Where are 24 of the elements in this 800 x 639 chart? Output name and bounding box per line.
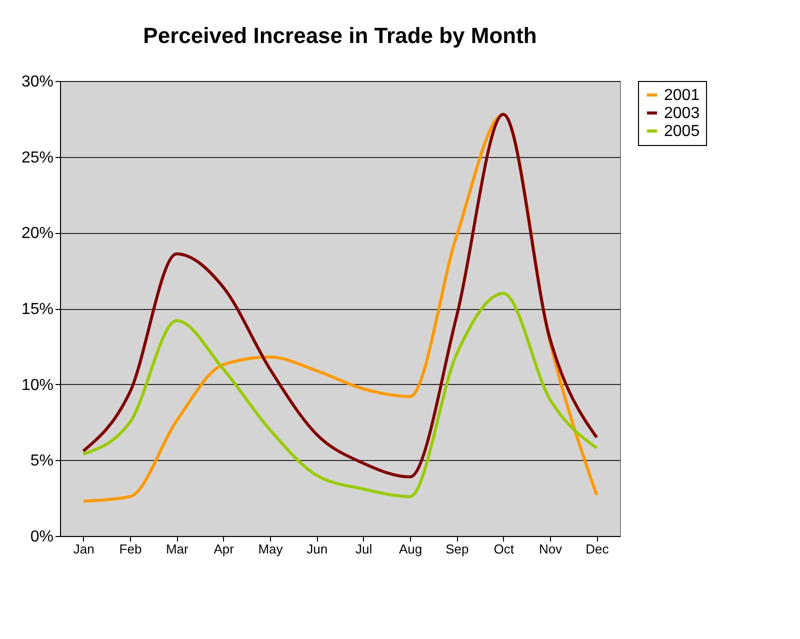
x-tick-label: May — [258, 542, 284, 556]
line-series — [82, 292, 598, 498]
x-tick-label: Jun — [306, 542, 328, 556]
y-tick-label: 5% — [30, 452, 54, 470]
x-tick-label: Nov — [538, 542, 563, 556]
y-tick-label: 25% — [21, 149, 54, 166]
y-tick-label: 20% — [21, 225, 54, 242]
x-tick-label: Mar — [166, 542, 190, 556]
x-tick-label: Apr — [214, 542, 235, 556]
y-tick-label: 10% — [21, 376, 54, 394]
x-tick-label: Oct — [494, 542, 514, 556]
y-tick-label: 30% — [21, 74, 54, 90]
y-tick-label: 0% — [30, 528, 54, 546]
chart-title: Perceived Increase in Trade by Month — [143, 23, 537, 48]
legend-label: 2001 — [664, 87, 700, 104]
legend-label: 2005 — [664, 123, 700, 140]
x-tick-label: Feb — [119, 542, 142, 556]
x-tick-label: Sep — [446, 542, 469, 556]
x-tick-label: Dec — [586, 542, 610, 556]
x-tick-label: Aug — [398, 542, 422, 556]
x-tick-label: Jul — [356, 542, 372, 556]
legend-label: 2003 — [664, 105, 700, 122]
y-tick-label: 15% — [21, 301, 54, 318]
x-tick-label: Jan — [73, 542, 94, 556]
